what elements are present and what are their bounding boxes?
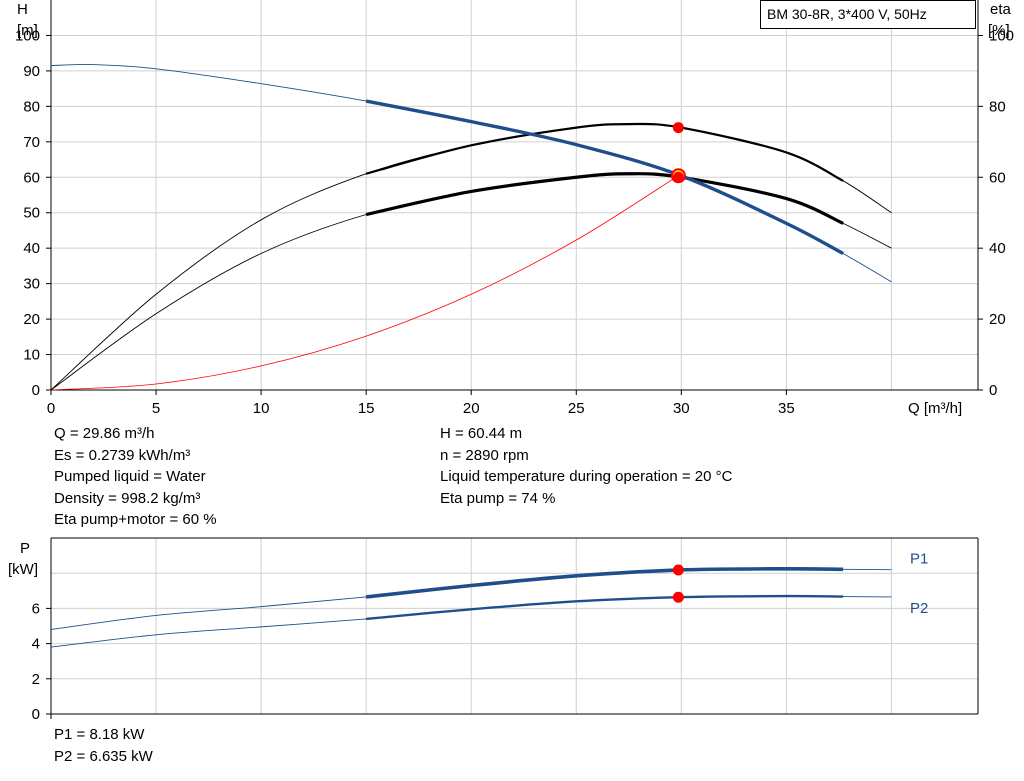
y-tick-label: 60 [23,169,40,186]
y-tick-label: 90 [23,63,40,80]
info-eta-pump: Eta pump = 74 % [440,489,556,507]
title-box [760,0,976,29]
x-tick-label: 0 [47,400,55,417]
y-right-tick-label: 40 [989,240,1006,257]
x-tick-label: 35 [778,400,795,417]
y-right-tick-label: 20 [989,311,1006,328]
y-tick-label: 0 [32,382,40,399]
y-tick-label: 50 [23,205,40,222]
head-operating-range [365,99,844,256]
y-right-tick-label: 100 [989,27,1014,44]
y-right-axis-unit: [%] [988,22,1010,39]
p1-operating-range [365,566,844,599]
power-series-label-p2: P2 [910,600,928,617]
eta-pump-motor-operating-range [365,172,844,225]
y-tick-label: 80 [23,98,40,115]
info-speed: n = 2890 rpm [440,446,529,464]
operating-point-p1 [672,564,684,576]
y-axis-unit: [m] [17,22,38,39]
x-tick-label: 30 [673,400,690,417]
y-axis-label: H [17,1,28,18]
power-y-tick-label: 4 [32,636,40,653]
info-power: P1 = 8.18 kW P2 = 6.635 kW [54,724,153,767]
p2-operating-range [366,594,844,621]
eta-pump-operating-range [365,122,844,182]
info-left: Q = 29.86 m³/h Es = 0.2739 kWh/m³ Pumped… [54,423,217,531]
power-y-tick-label: 2 [32,671,40,688]
y-right-axis-label: eta [990,1,1012,18]
operating-point-p2 [672,591,684,603]
info-liquid-temperature: Liquid temperature during operation = 20… [440,468,733,485]
y-right-tick-label: 60 [989,169,1006,186]
x-tick-label: 5 [152,400,160,417]
y-tick-label: 100 [15,27,40,44]
info-specific-energy: Es = 0.2739 kWh/m³ [54,446,191,464]
info-pumped-liquid: Pumped liquid = Water [54,468,206,485]
power-axis-label: P [20,540,30,557]
x-tick-label: 15 [358,400,375,417]
x-tick-label: 20 [463,400,480,417]
info-head: H = 60.44 m [440,425,523,442]
system-curve [50,175,679,391]
operating-point-eta-pump-motor [672,171,684,183]
info-p2: P2 = 6.635 kW [54,747,153,765]
x-axis-label: Q [m³/h] [908,400,962,417]
x-tick-label: 10 [253,400,270,417]
y-tick-label: 30 [23,276,40,293]
chart-title: BM 30-8R, 3*400 V, 50Hz [767,6,927,22]
power-y-tick-label: 0 [32,706,40,723]
power-y-tick-label: 6 [32,600,40,617]
y-tick-label: 20 [23,311,40,328]
info-eta-pump-motor: Eta pump+motor = 60 % [54,511,217,528]
power-series-label-p1: P1 [910,551,928,568]
info-density: Density = 998.2 kg/m³ [54,489,201,507]
y-tick-label: 70 [23,134,40,151]
x-tick-label: 25 [568,400,585,417]
y-right-tick-label: 80 [989,98,1006,115]
y-tick-label: 10 [23,347,40,364]
y-right-tick-label: 0 [989,382,997,399]
y-tick-label: 40 [23,240,40,257]
info-right: H = 60.44 m n = 2890 rpm Liquid temperat… [440,423,732,509]
info-flow: Q = 29.86 m³/h [54,425,155,442]
operating-point-eta-pump [672,122,684,134]
power-axis-unit: [kW] [8,561,38,578]
info-p1: P1 = 8.18 kW [54,726,145,743]
